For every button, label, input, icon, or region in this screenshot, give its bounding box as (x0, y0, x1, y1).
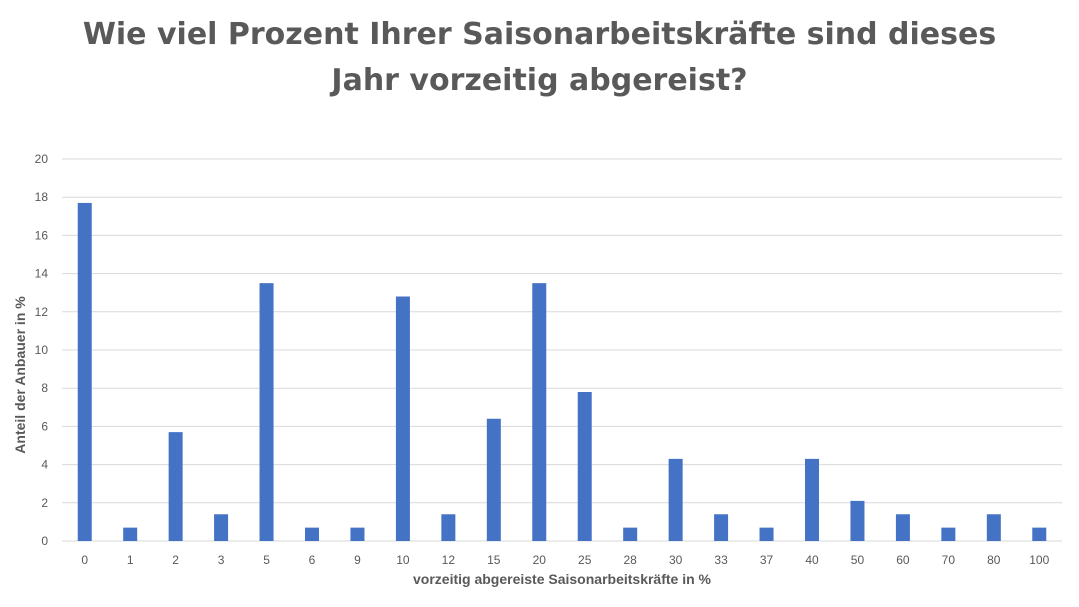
bar-80 (986, 514, 1001, 541)
y-tick-label: 14 (35, 267, 49, 281)
y-tick-label: 0 (41, 534, 48, 548)
x-axis-tick-labels: 0 1 2 3 5 6 9 10 12 15 20 25 28 30 33 37 40 50 60 70 80 100 (81, 553, 1049, 567)
gridlines (62, 158, 1062, 542)
x-tick-label: 1 (127, 553, 134, 567)
x-tick-label: 60 (896, 553, 910, 567)
x-tick-label: 100 (1029, 553, 1049, 567)
bar-5 (259, 283, 274, 541)
bar-3 (214, 514, 229, 541)
x-tick-label: 80 (987, 553, 1001, 567)
x-tick-label: 37 (760, 553, 774, 567)
bar-9 (350, 527, 365, 541)
y-tick-label: 4 (41, 458, 48, 472)
y-tick-label: 16 (35, 228, 49, 242)
y-tick-label: 20 (35, 152, 49, 166)
bar-28 (623, 527, 638, 541)
x-tick-label: 50 (851, 553, 865, 567)
x-tick-label: 3 (218, 553, 225, 567)
bar-50 (850, 500, 865, 541)
x-tick-label: 25 (578, 553, 592, 567)
x-tick-label: 20 (533, 553, 547, 567)
x-tick-label: 0 (81, 553, 88, 567)
bar-40 (805, 458, 819, 541)
bar-100 (1032, 527, 1047, 541)
y-tick-label: 12 (35, 305, 49, 319)
bar-12 (441, 514, 456, 541)
x-tick-label: 28 (624, 553, 638, 567)
y-tick-label: 8 (41, 381, 48, 395)
bars (77, 202, 1047, 541)
x-tick-label: 2 (172, 553, 179, 567)
x-tick-label: 10 (396, 553, 410, 567)
bar-37 (759, 527, 774, 541)
x-tick-label: 12 (442, 553, 456, 567)
y-tick-label: 6 (41, 419, 48, 433)
bar-25 (577, 392, 592, 541)
chart-title-line-2: Jahr vorzeitig abgereist? (331, 63, 748, 98)
y-axis-tick-labels: 0 2 4 6 8 10 12 14 16 18 20 (35, 152, 49, 548)
x-tick-label: 6 (309, 553, 316, 567)
bar-30 (668, 458, 683, 541)
chart-title: Wie viel Prozent Ihrer Saisonarbeitskräf… (0, 12, 1079, 104)
x-tick-label: 33 (714, 553, 728, 567)
bar-0 (77, 202, 92, 541)
bar-33 (714, 514, 729, 541)
x-axis-label: vorzeitig abgereiste Saisonarbeitskräfte… (413, 571, 712, 587)
bar-2 (168, 432, 183, 541)
y-tick-label: 10 (35, 343, 49, 357)
bar-1 (123, 527, 138, 541)
bar-60 (895, 514, 910, 541)
x-tick-label: 5 (263, 553, 270, 567)
x-tick-label: 40 (805, 553, 819, 567)
x-tick-label: 15 (487, 553, 501, 567)
y-tick-label: 2 (41, 496, 48, 510)
y-tick-label: 18 (35, 190, 49, 204)
bar-6 (305, 527, 319, 541)
bar-70 (941, 527, 956, 541)
y-axis-label: Anteil der Anbauer in % (12, 296, 28, 454)
x-tick-label: 70 (942, 553, 956, 567)
bar-15 (486, 418, 501, 541)
bar-10 (395, 296, 410, 541)
x-tick-label: 30 (669, 553, 683, 567)
x-tick-label: 9 (354, 553, 361, 567)
bar-20 (532, 283, 547, 541)
chart-title-line-1: Wie viel Prozent Ihrer Saisonarbeitskräf… (82, 17, 997, 52)
